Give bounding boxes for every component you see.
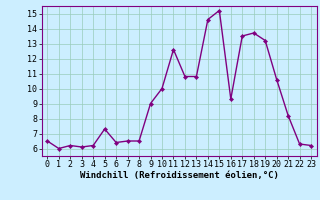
- X-axis label: Windchill (Refroidissement éolien,°C): Windchill (Refroidissement éolien,°C): [80, 171, 279, 180]
